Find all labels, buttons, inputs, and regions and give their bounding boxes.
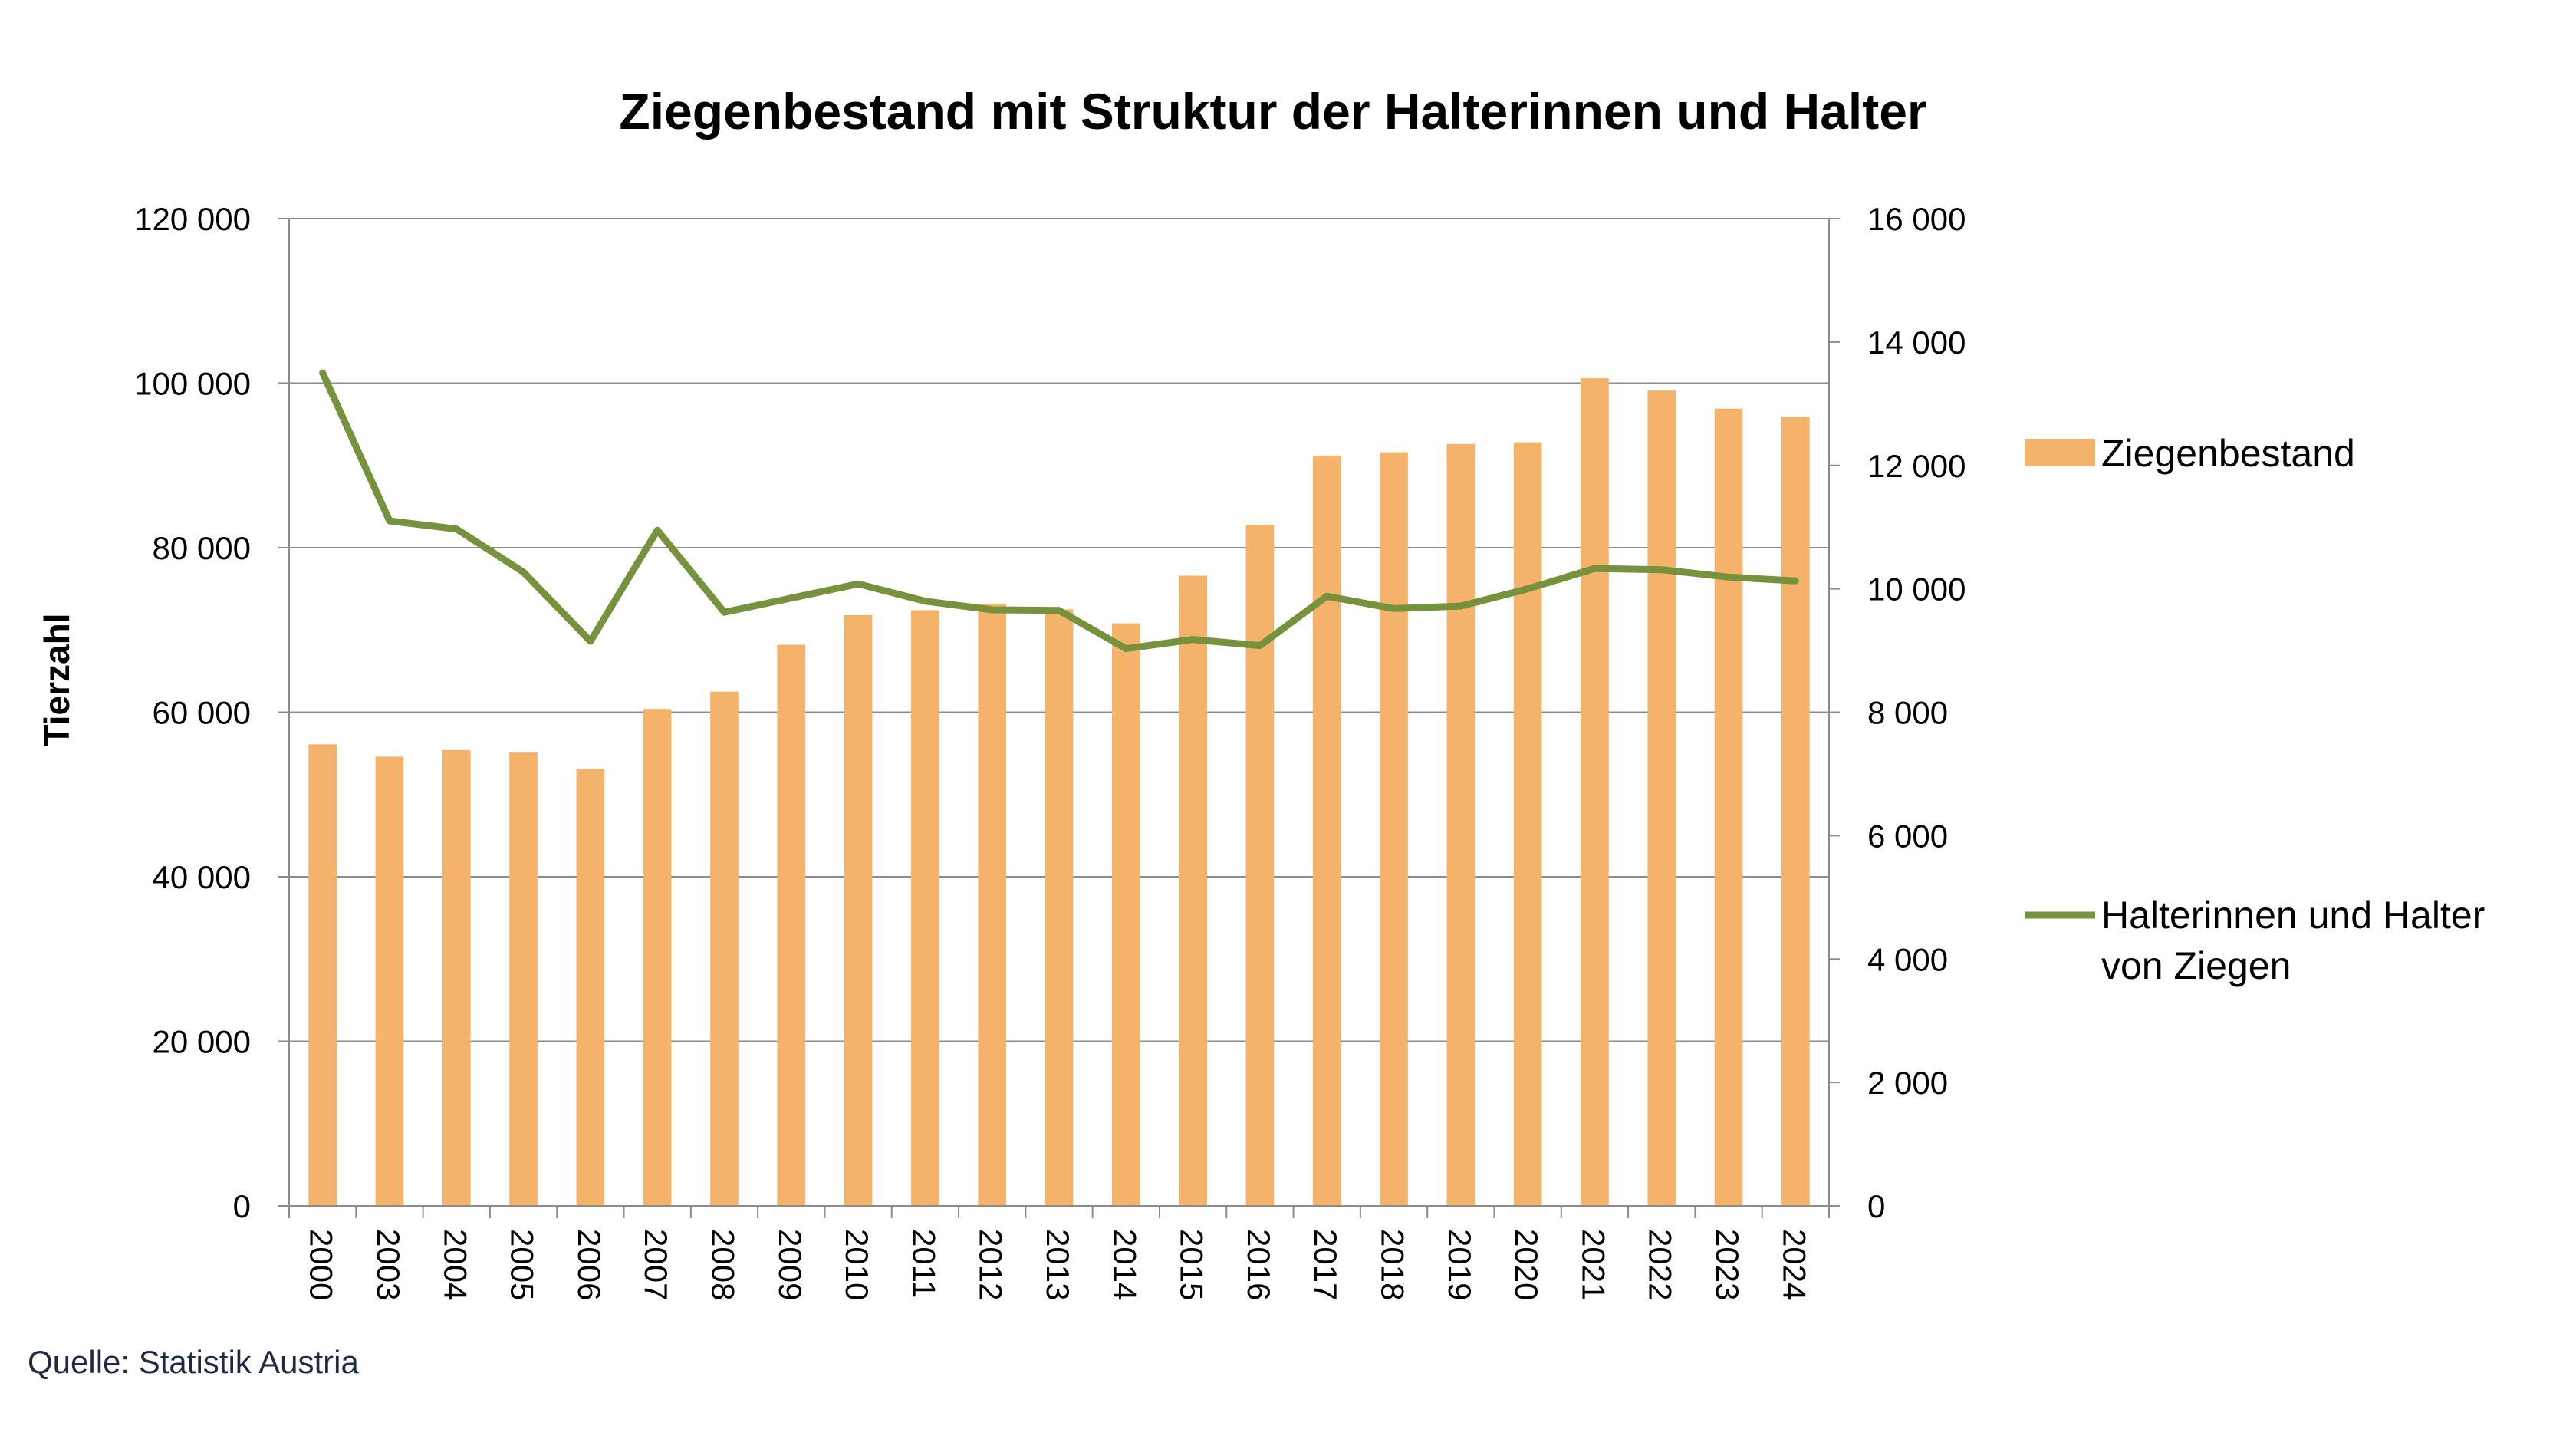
x-tick-label: 2007 xyxy=(638,1229,674,1300)
y-tick-label: 40 000 xyxy=(153,859,251,895)
y2-tick-label: 16 000 xyxy=(1867,201,1966,237)
x-tick-label: 2004 xyxy=(437,1229,473,1300)
bar xyxy=(1446,443,1476,1206)
bar xyxy=(308,744,337,1206)
x-tick-label: 2017 xyxy=(1308,1229,1344,1300)
x-tick-label: 2023 xyxy=(1709,1229,1745,1300)
y2-tick-label: 12 000 xyxy=(1867,448,1966,484)
x-tick-label: 2020 xyxy=(1508,1229,1545,1300)
x-tick-label: 2000 xyxy=(304,1229,340,1300)
axes: 0 20 000 40 000 60 000 80 000 100 000 120 000 0… xyxy=(134,201,1966,1300)
chart-title: Ziegenbestand mit Struktur der Halterinn… xyxy=(619,83,1926,140)
bar xyxy=(710,691,739,1206)
bar xyxy=(1312,455,1341,1206)
x-tick-label: 2012 xyxy=(973,1229,1009,1300)
bar xyxy=(1714,408,1743,1206)
y-tick-label: 0 xyxy=(233,1188,251,1224)
y2-tick-label: 0 xyxy=(1867,1188,1885,1224)
x-tick-label: 2018 xyxy=(1375,1229,1411,1300)
x-tick-label: 2013 xyxy=(1040,1229,1076,1300)
legend: Ziegenbestand Halterinnen und Halter von Z… xyxy=(2025,432,2485,987)
y-tick-label: 80 000 xyxy=(153,530,251,566)
x-tick-label: 2010 xyxy=(839,1229,875,1300)
bar xyxy=(1647,390,1676,1207)
legend-label-ziegenbestand: Ziegenbestand xyxy=(2101,432,2355,475)
x-tick-label: 2021 xyxy=(1575,1229,1611,1300)
bar xyxy=(576,769,605,1206)
bar xyxy=(1513,442,1542,1206)
y2-tick-label: 2 000 xyxy=(1867,1065,1948,1101)
series-line xyxy=(319,369,1799,653)
legend-label-line: von Ziegen xyxy=(2101,944,2291,987)
bar xyxy=(375,756,404,1206)
x-tick-label: 2008 xyxy=(705,1229,741,1300)
line-series-halter xyxy=(319,369,1799,653)
x-tick-label: 2022 xyxy=(1643,1229,1679,1300)
bar xyxy=(844,614,873,1206)
legend-label-line: Halterinnen und Halter xyxy=(2101,894,2485,937)
legend-label-halter: Halterinnen und Halter von Ziegen xyxy=(2101,894,2485,987)
bar xyxy=(1581,378,1609,1207)
y-tick-label: 60 000 xyxy=(153,695,251,731)
x-tick-label: 2005 xyxy=(505,1229,541,1300)
y2-tick-label: 8 000 xyxy=(1867,695,1948,731)
bar xyxy=(643,709,672,1206)
bar xyxy=(1245,524,1275,1206)
x-tick-label: 2016 xyxy=(1241,1229,1277,1300)
x-tick-label: 2009 xyxy=(772,1229,808,1300)
y-axis-label: Tierzahl xyxy=(37,614,77,746)
y2-tick-label: 6 000 xyxy=(1867,818,1948,854)
bar xyxy=(978,603,1007,1206)
x-tick-label: 2006 xyxy=(571,1229,607,1300)
bar xyxy=(1179,575,1207,1206)
y-tick-label: 120 000 xyxy=(134,201,251,237)
y2-tick-label: 10 000 xyxy=(1867,571,1966,608)
y-tick-label: 100 000 xyxy=(134,366,251,402)
y2-tick-label: 4 000 xyxy=(1867,941,1948,977)
x-tick-label: 2019 xyxy=(1442,1229,1478,1300)
x-tick-label: 2015 xyxy=(1174,1229,1210,1300)
legend-swatch-ziegenbestand xyxy=(2025,439,2095,466)
bar xyxy=(1045,609,1074,1206)
y2-tick-label: 14 000 xyxy=(1867,324,1966,361)
y-tick-label: 20 000 xyxy=(153,1024,251,1060)
bar xyxy=(1111,623,1140,1206)
source-note: Quelle: Statistik Austria xyxy=(28,1344,359,1380)
bar-series-ziegenbestand xyxy=(308,378,1810,1207)
bar xyxy=(1380,452,1408,1206)
x-tick-label: 2011 xyxy=(906,1229,942,1298)
x-tick-label: 2024 xyxy=(1776,1229,1812,1300)
x-tick-label: 2003 xyxy=(370,1229,406,1300)
bar xyxy=(911,610,939,1206)
bar xyxy=(1781,417,1810,1207)
bar xyxy=(442,749,471,1206)
x-tick-label: 2014 xyxy=(1107,1229,1143,1300)
bar xyxy=(509,752,538,1206)
bar xyxy=(777,644,806,1206)
